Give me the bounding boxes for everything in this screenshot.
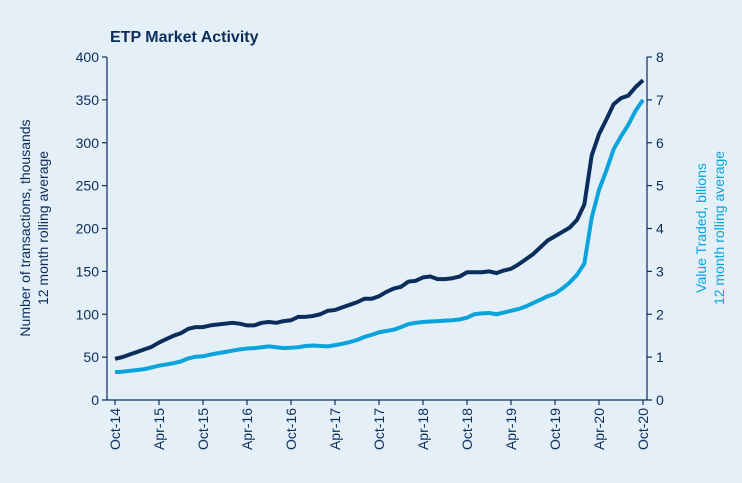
y2-tick-label: 6 [656,135,664,151]
y-tick-label: 200 [76,221,100,237]
x-tick-label: Oct-17 [371,408,387,450]
y-tick-label: 400 [76,49,100,65]
x-tick-label: Oct-15 [195,408,211,450]
y2-tick-label: 4 [656,221,664,237]
y2-axis-label: 12 month rolling average [711,151,727,305]
y-tick-label: 250 [76,178,100,194]
line-series [114,98,645,375]
x-tick-label: Oct-14 [107,408,123,450]
chart-title: ETP Market Activity [110,29,259,46]
x-tick-label: Oct-18 [459,408,475,450]
x-tick-label: Oct-16 [283,408,299,450]
y-tick-label: 150 [76,263,100,279]
x-tick-label: Apr-19 [503,408,519,450]
x-tick-label: Apr-17 [327,408,343,450]
y2-tick-label: 7 [656,92,664,108]
y-axis-label: 12 month rolling average [35,151,51,305]
y-tick-label: 50 [83,349,99,365]
x-tick-label: Apr-16 [239,408,255,450]
y-tick-label: 100 [76,306,100,322]
y-tick-label: 350 [76,92,100,108]
x-tick-label: Apr-20 [591,408,607,450]
y-tick-label: 300 [76,135,100,151]
y2-tick-label: 1 [656,349,664,365]
x-tick-label: Oct-19 [547,408,563,450]
y2-tick-label: 2 [656,306,664,322]
y2-tick-label: 5 [656,178,664,194]
y2-tick-label: 0 [656,392,664,408]
y-tick-label: 0 [91,392,99,408]
line-series [114,78,645,361]
x-tick-label: Oct-20 [635,408,651,450]
y2-tick-label: 3 [656,263,664,279]
y-axis-label: Number of transactions, thousands [17,119,33,336]
y2-axis-label: Value Traded, bllions [693,163,709,293]
x-tick-label: Apr-18 [415,408,431,450]
x-tick-label: Apr-15 [151,408,167,450]
y2-tick-label: 8 [656,49,664,65]
